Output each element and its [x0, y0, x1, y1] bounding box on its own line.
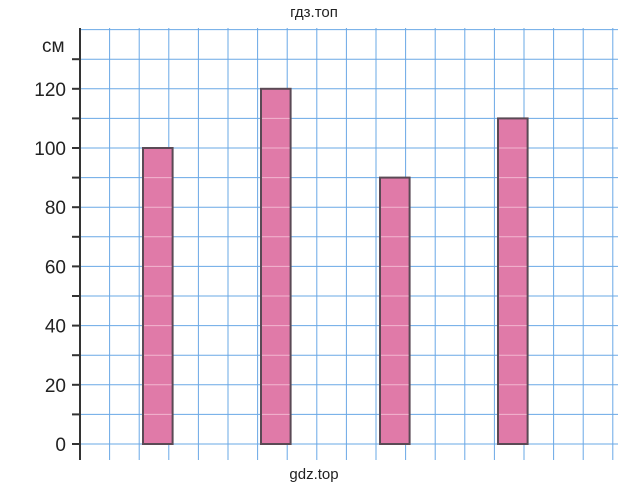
bars	[142, 87, 529, 446]
bar	[379, 176, 411, 445]
y-tick-label: 60	[45, 257, 66, 278]
y-tick-label: 0	[55, 435, 66, 456]
y-tick-label: 120	[34, 80, 66, 101]
watermark-bottom: gdz.top	[289, 466, 339, 483]
y-tick-label: 80	[45, 198, 66, 219]
y-axis-unit-label: см	[42, 36, 65, 57]
y-axis: 0 20 40 60 80 100 120	[34, 28, 81, 460]
bar	[497, 117, 529, 446]
y-tick-label: 100	[34, 139, 66, 160]
y-tick-label: 40	[45, 317, 66, 338]
watermark-top: гдз.топ	[290, 4, 338, 21]
y-tick-label: 20	[45, 376, 66, 397]
